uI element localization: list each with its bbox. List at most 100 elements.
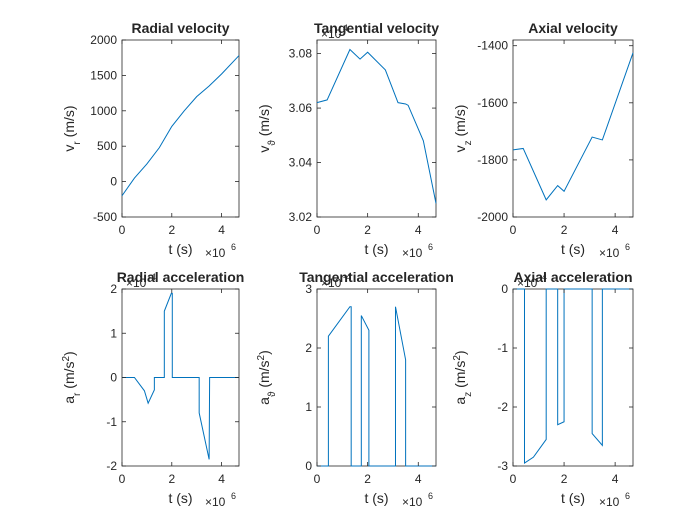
y-tick-label: 1500 <box>90 68 117 82</box>
y-tick-label: 0 <box>305 459 312 473</box>
y-axis-label-superscript: 2 <box>256 354 267 360</box>
y-axis-label-units: (m/s) <box>61 105 77 141</box>
y-axis-label-units: (m/s <box>61 361 77 392</box>
x-axis-label: t (s) <box>364 490 388 506</box>
x-tick-label: 0 <box>510 472 517 486</box>
x-axis-label: t (s) <box>561 241 585 257</box>
x-tick-label: 0 <box>119 223 126 237</box>
x-tick-label: 2 <box>168 472 175 486</box>
y-tick-label: 0 <box>110 371 117 385</box>
x-tick-label: 2 <box>168 223 175 237</box>
y-tick-label: 500 <box>97 139 117 153</box>
x-exponent-power: 6 <box>625 242 630 252</box>
x-exponent-power: 6 <box>231 491 236 501</box>
x-tick-label: 2 <box>561 223 568 237</box>
chart-title: Radial acceleration <box>117 269 245 285</box>
y-axis-label: vr (m/s) <box>61 105 83 151</box>
x-tick-label: 2 <box>364 223 371 237</box>
series-line <box>122 292 239 460</box>
x-tick-label: 4 <box>218 223 225 237</box>
y-axis-label-subscript: ϑ <box>267 391 278 397</box>
y-tick-label: -2 <box>497 400 508 414</box>
y-exponent-power: -4 <box>343 272 351 282</box>
x-tick-label: 4 <box>218 472 225 486</box>
x-axis-label: t (s) <box>168 241 192 257</box>
y-axis-label-units: (m/s) <box>256 104 272 140</box>
x-tick-label: 4 <box>612 223 619 237</box>
x-exponent-label: ×10 <box>402 495 423 509</box>
series-line <box>513 288 633 464</box>
subplot-3: 0 2 4 -2000 -1800 -1600 -1400 Axial velocity t (… <box>452 20 634 260</box>
y-axis-label-subscript: z <box>463 392 474 397</box>
y-exponent-power: -4 <box>148 272 156 282</box>
y-axis-label-main: a <box>256 397 272 405</box>
x-tick-label: 2 <box>561 472 568 486</box>
y-exponent-power: 4 <box>343 23 348 33</box>
x-tick-label: 0 <box>119 472 126 486</box>
y-tick-label: 2 <box>110 282 117 296</box>
x-exponent-label: ×10 <box>402 246 423 260</box>
subplot-6: 0 2 4 -3 -2 -1 0 Axial acceleration t (s) ×10 6 ×10… <box>452 269 634 509</box>
x-tick-label: 0 <box>314 223 321 237</box>
y-exponent-power: -4 <box>539 272 547 282</box>
x-exponent-label: ×10 <box>205 246 226 260</box>
y-exponent-label: ×10 <box>517 276 538 290</box>
y-axis-label: aϑ (m/s2) <box>256 350 278 405</box>
y-tick-label: -2000 <box>477 210 508 224</box>
plot-box <box>512 39 634 218</box>
y-axis-label-subscript: r <box>72 392 83 396</box>
series-line <box>121 55 240 197</box>
y-axis-label-main: a <box>452 397 468 405</box>
y-axis-label-main: a <box>61 396 77 404</box>
y-exponent-label: ×10 <box>126 276 147 290</box>
x-axis-label: t (s) <box>168 490 192 506</box>
x-exponent-label: ×10 <box>599 246 620 260</box>
y-axis-label-subscript: z <box>463 140 474 145</box>
y-axis-label-main: v <box>452 145 468 152</box>
y-exponent-label: ×10 <box>321 27 342 41</box>
x-exponent-label: ×10 <box>205 495 226 509</box>
y-tick-label: 3.02 <box>289 210 313 224</box>
plot-box <box>316 39 437 218</box>
x-exponent-label: ×10 <box>599 495 620 509</box>
y-tick-label: -1 <box>497 341 508 355</box>
x-tick-label: 4 <box>415 223 422 237</box>
y-tick-label: 1000 <box>90 104 117 118</box>
x-tick-label: 2 <box>364 472 371 486</box>
series-line <box>512 52 634 201</box>
chart-title: Radial velocity <box>131 20 229 36</box>
y-tick-label: 1 <box>110 326 117 340</box>
y-tick-label: -500 <box>93 210 117 224</box>
chart-title: Axial acceleration <box>513 269 632 285</box>
y-axis-label-close: ) <box>452 350 468 355</box>
y-axis-label-main: v <box>61 145 77 152</box>
y-axis-label-units: (m/s <box>256 360 272 391</box>
y-axis-label-units: (m/s <box>452 361 468 392</box>
x-tick-label: 4 <box>612 472 619 486</box>
y-tick-label: 0 <box>110 175 117 189</box>
y-tick-label: -1 <box>106 415 117 429</box>
y-tick-label: 2 <box>305 341 312 355</box>
x-tick-label: 0 <box>314 472 321 486</box>
y-axis-label-superscript: 2 <box>61 355 72 361</box>
x-exponent-power: 6 <box>231 242 236 252</box>
y-axis-label-main: v <box>256 146 272 153</box>
x-tick-label: 0 <box>510 223 517 237</box>
x-exponent-power: 6 <box>428 242 433 252</box>
y-tick-label: -3 <box>497 459 508 473</box>
y-axis-label-units: (m/s) <box>452 105 468 141</box>
y-exponent-label: ×10 <box>321 276 342 290</box>
chart-title: Tangential velocity <box>314 20 439 36</box>
y-tick-label: 3.08 <box>289 47 313 61</box>
y-tick-label: 3.06 <box>289 101 313 115</box>
y-tick-label: -2 <box>106 459 117 473</box>
y-tick-label: 2000 <box>90 33 117 47</box>
y-axis-label-subscript: ϑ <box>267 140 278 146</box>
plot-box <box>316 288 437 467</box>
y-axis-label-close: ) <box>256 350 272 355</box>
y-axis-label: vz (m/s) <box>452 105 474 153</box>
